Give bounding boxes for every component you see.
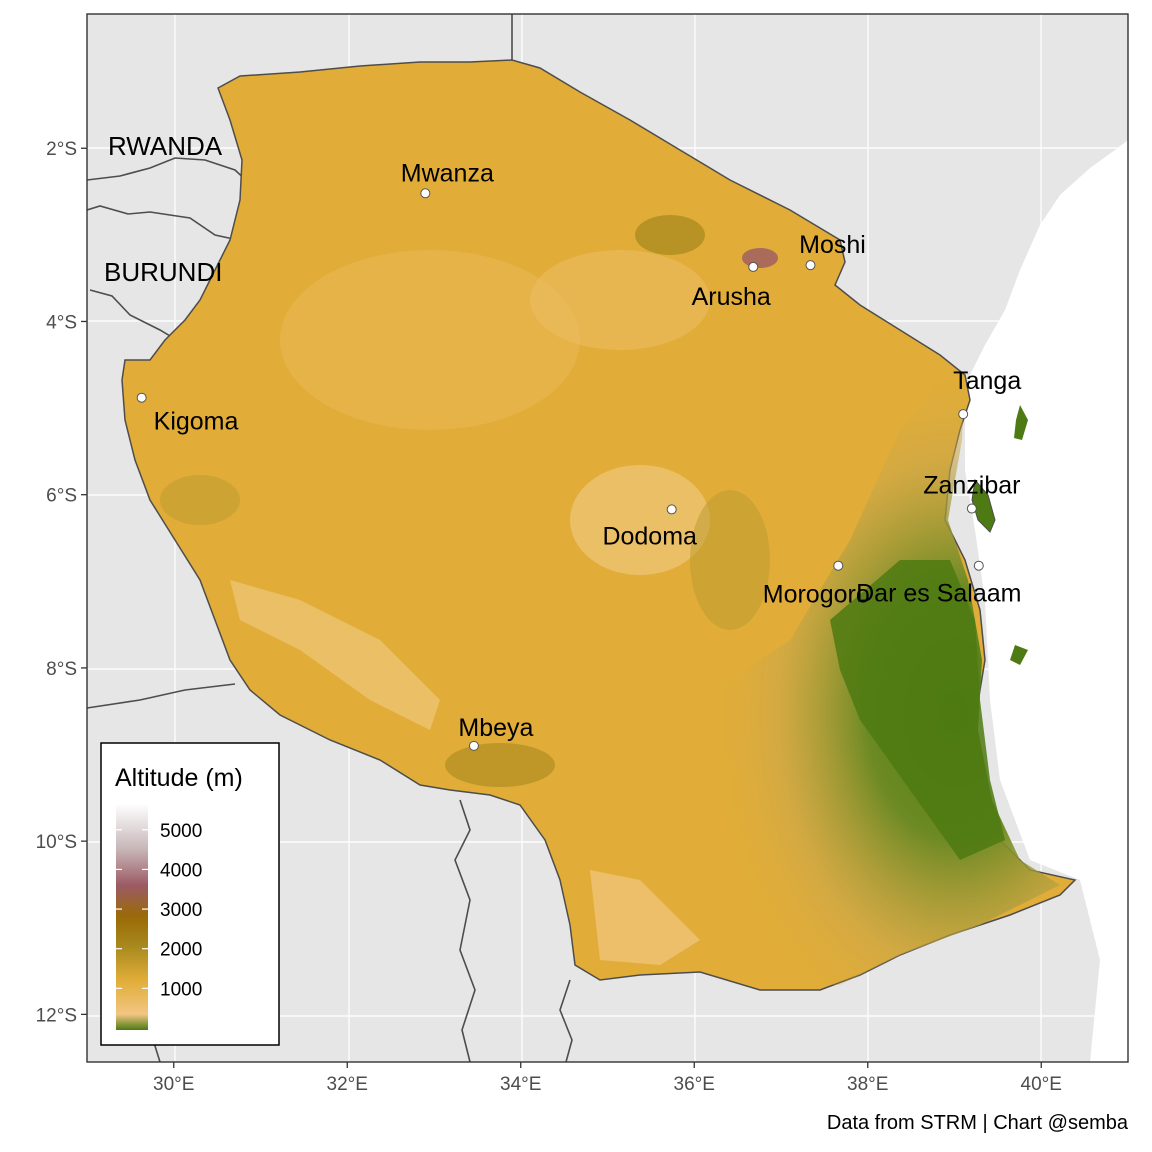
city-label: Mbeya [458,714,533,742]
legend-colorbar [116,804,148,1030]
x-tick-label: 32°E [327,1074,368,1095]
legend-tick-label: 3000 [160,900,202,921]
y-axis: 2°S 4°S 6°S 8°S 10°S 12°S [36,139,87,1026]
city-marker [833,560,844,571]
country-label-burundi: BURUNDI [104,257,222,287]
y-tick-label: 10°S [36,832,77,853]
x-tick-label: 40°E [1021,1074,1062,1095]
city-label: Mwanza [401,159,494,187]
city-layer: Mwanza Moshi Arusha Kigoma Tanga Zanzibar Dodo… [136,159,1021,751]
city-label: Tanga [953,367,1021,395]
city-label: Moshi [799,231,866,259]
x-tick-label: 34°E [500,1074,541,1095]
legend-tick-label: 5000 [160,821,202,842]
country-borders [87,14,573,1062]
city-label: Dar es Salaam [856,580,1021,608]
city-label: Arusha [692,283,771,311]
legend-title: Altitude (m) [115,764,243,792]
city-marker [958,409,969,420]
city-label: Dodoma [602,522,697,550]
city-marker [420,188,431,199]
chart-caption: Data from STRM | Chart @semba [826,1112,1128,1134]
panel-border [86,13,1129,1063]
pemba-island [1014,405,1028,440]
indian-ocean [965,140,1128,1062]
legend-ticks: 5000 4000 3000 2000 1000 [116,821,202,1000]
y-tick-label: 6°S [46,486,77,507]
city-marker [468,740,479,751]
city-label: Zanzibar [923,472,1020,500]
legend-tick-label: 1000 [160,979,202,1000]
country-label-rwanda: RWANDA [108,131,223,161]
city-marker [966,503,977,514]
city-marker [805,260,816,271]
city-marker [666,504,677,515]
mafia-island [1010,645,1028,665]
x-tick-label: 30°E [153,1074,194,1095]
city-marker [748,261,759,272]
y-tick-label: 4°S [46,312,77,333]
tanzania-terrain [121,59,1077,991]
x-axis: 30°E 32°E 34°E 36°E 38°E 40°E [153,1062,1062,1095]
legend-tick-label: 2000 [160,940,202,961]
y-tick-label: 2°S [46,139,77,160]
altitude-legend: Altitude (m) 5000 4000 3000 2000 1000 [100,742,280,1046]
city-label: Morogoro [763,581,870,609]
city-marker [136,392,147,403]
zanzibar-island [971,478,996,533]
y-tick-label: 12°S [36,1005,77,1026]
city-label: Kigoma [154,408,239,436]
legend-tick-label: 4000 [160,860,202,881]
x-tick-label: 38°E [847,1074,888,1095]
x-tick-label: 36°E [674,1074,715,1095]
y-tick-label: 8°S [46,659,77,680]
city-marker [973,560,984,571]
